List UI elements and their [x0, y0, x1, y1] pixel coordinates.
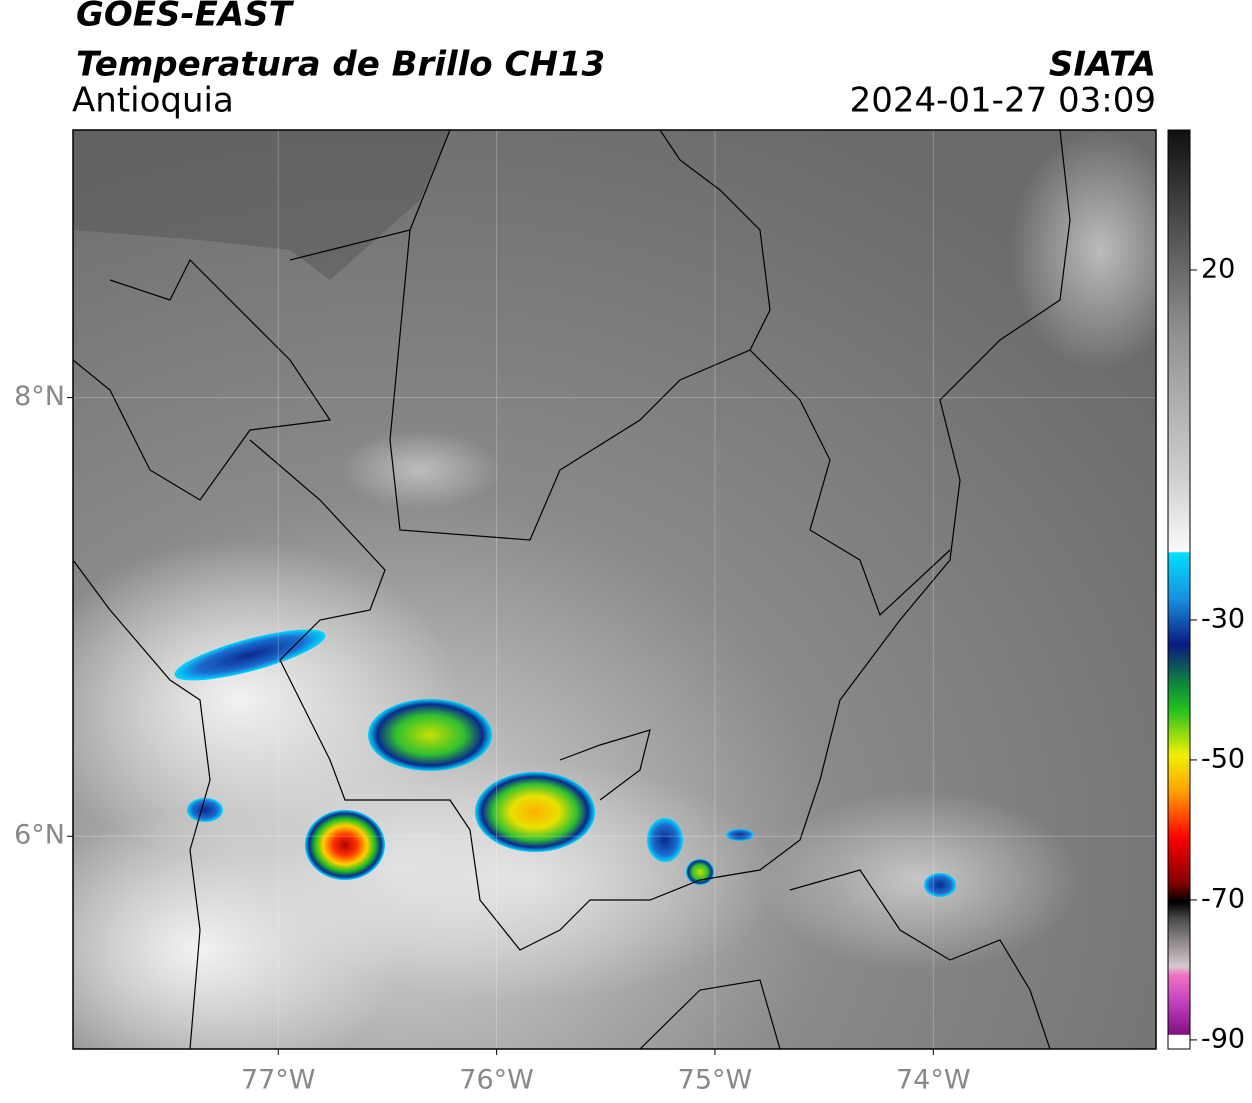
colorbar-tick-label: 20 [1201, 253, 1235, 284]
storm-cell [174, 629, 326, 681]
cloud [1010, 130, 1156, 370]
region: Antioquia [72, 81, 234, 121]
department-border [249, 130, 1071, 951]
storm-cell [726, 829, 754, 841]
coastline [289, 130, 451, 261]
graticule [73, 130, 1156, 1049]
x-tick-label: 77°W [241, 1065, 316, 1096]
colorbar-tick-label: -30 [1201, 603, 1245, 634]
storm-cell [475, 772, 595, 852]
storm-cell [647, 818, 683, 862]
y-tick-label: 8°N [14, 381, 65, 412]
source: SIATA [1049, 45, 1156, 85]
department-border [789, 869, 1051, 1049]
department-border [749, 349, 951, 617]
colorbar [1167, 129, 1191, 1050]
storm-cell [368, 699, 492, 771]
x-tick-label: 75°W [678, 1065, 753, 1096]
map-frame [72, 129, 1157, 1050]
department-border [73, 559, 211, 1049]
colorbar-tick-label: -90 [1201, 1023, 1245, 1054]
subtitle: Temperatura de Brillo CH13 [76, 45, 605, 85]
storm-cell [924, 873, 956, 897]
colorbar-tick-label: -50 [1201, 743, 1245, 774]
storm-cell [686, 859, 714, 885]
department-border [389, 130, 771, 541]
cloud [260, 760, 780, 1000]
cloud [760, 790, 1080, 970]
timestamp: 2024-01-27 03:09 [850, 81, 1156, 121]
x-tick-label: 76°W [459, 1065, 534, 1096]
municipal-border [559, 729, 651, 801]
coastline [73, 258, 332, 501]
cloud [73, 540, 460, 860]
x-tick-label: 74°W [896, 1065, 971, 1096]
storm-cell [187, 798, 223, 822]
storm-cell [305, 810, 385, 880]
sea [73, 130, 450, 280]
satellite-image [73, 130, 1156, 1049]
colorbar-tick-label: -70 [1201, 883, 1245, 914]
y-tick-label: 6°N [14, 820, 65, 851]
title: GOES-EAST [76, 0, 295, 35]
department-border [639, 979, 781, 1049]
cloud [340, 430, 500, 510]
